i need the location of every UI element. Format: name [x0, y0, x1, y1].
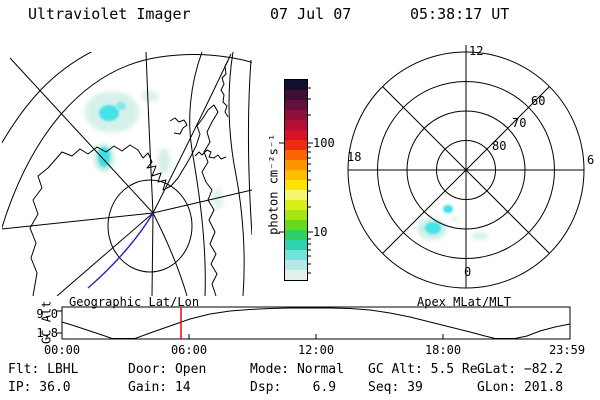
- map-meridians: [2, 52, 252, 296]
- colorbar-ticks: [279, 87, 313, 274]
- colorbar-band: [285, 180, 307, 190]
- colorbar-band: [285, 230, 307, 240]
- mlat-ring-label-70: 70: [512, 116, 527, 130]
- colorbar-band: [285, 140, 307, 150]
- colorbar-band: [285, 270, 307, 280]
- colorbar-band: [285, 130, 307, 140]
- status-gain: Gain: 14: [128, 380, 191, 395]
- status-door: Door: Open: [128, 362, 207, 377]
- spacecraft-track-line: [87, 212, 154, 289]
- mlat-ring-label-80: 80: [492, 139, 507, 153]
- header-title: Ultraviolet Imager: [28, 5, 191, 23]
- colorbar-band: [285, 160, 307, 170]
- status-glat: GLat: −82.2: [477, 362, 564, 377]
- status-mode: Mode: Normal: [250, 362, 344, 377]
- colorbar-band: [285, 200, 307, 210]
- colorbar-band: [285, 120, 307, 130]
- status-ip: IP: 36.0: [8, 380, 71, 395]
- colorbar-units-label: photon cm⁻²s⁻¹: [266, 133, 281, 235]
- colorbar-band: [285, 110, 307, 120]
- xtick-2359: 23:59: [548, 343, 586, 357]
- xtick-0600: 06:00: [170, 343, 208, 357]
- header-time: 05:38:17 UT: [410, 5, 510, 23]
- colorbar-tick-100: 100: [313, 136, 335, 150]
- xtick-0000: 00:00: [43, 343, 81, 357]
- map-latitude-circles: [2, 52, 252, 296]
- colorbar: [279, 79, 313, 281]
- status-dsp: Dsp: 6.9: [250, 380, 337, 395]
- colorbar-band: [285, 260, 307, 270]
- status-glon: GLon: 201.8: [477, 380, 564, 395]
- polar-panel-title: Apex MLat/MLT: [417, 295, 511, 309]
- colorbar-gradient: [285, 80, 307, 280]
- mlt-label-6: 6: [587, 153, 595, 167]
- gc-alt-axis-label: GC Alt: [39, 300, 54, 344]
- mlat-ring-label-60: 60: [531, 94, 546, 108]
- header-date: 07 Jul 07: [270, 5, 352, 23]
- colorbar-tick-10: 10: [313, 225, 328, 239]
- mlt-label-18: 18: [347, 150, 362, 164]
- gc-alt-ticks: [56, 310, 444, 339]
- colorbar-band: [285, 240, 307, 250]
- colorbar-band: [285, 100, 307, 110]
- map-coastline: [29, 60, 229, 296]
- status-seq: Seq: 39: [368, 380, 423, 395]
- colorbar-band: [285, 170, 307, 180]
- status-flt: Flt: LBHL: [8, 362, 79, 377]
- gc-alt-ytick-high: 9.0: [36, 307, 58, 321]
- apex-polar-plot: [347, 45, 585, 289]
- xtick-1800: 18:00: [424, 343, 462, 357]
- status-gc-alt: GC Alt: 5.5 Re: [368, 362, 478, 377]
- xtick-1200: 12:00: [297, 343, 335, 357]
- gc-alt-curve: [61, 307, 571, 339]
- gc-alt-ytick-low: 1.8: [36, 326, 58, 340]
- mlt-label-0: 0: [464, 265, 472, 279]
- colorbar-band: [285, 150, 307, 160]
- colorbar-band: [285, 220, 307, 230]
- colorbar-band: [285, 90, 307, 100]
- colorbar-band: [285, 80, 307, 90]
- mlt-label-12: 12: [469, 44, 484, 58]
- auroral-emission-map: [85, 90, 223, 210]
- geographic-map: [2, 52, 252, 296]
- gc-alt-panel: [56, 306, 571, 340]
- colorbar-band: [285, 210, 307, 220]
- map-panel-title: Geographic Lat/Lon: [69, 295, 200, 309]
- colorbar-band: [285, 190, 307, 200]
- auroral-emission-polar: [417, 205, 489, 240]
- colorbar-band: [285, 250, 307, 260]
